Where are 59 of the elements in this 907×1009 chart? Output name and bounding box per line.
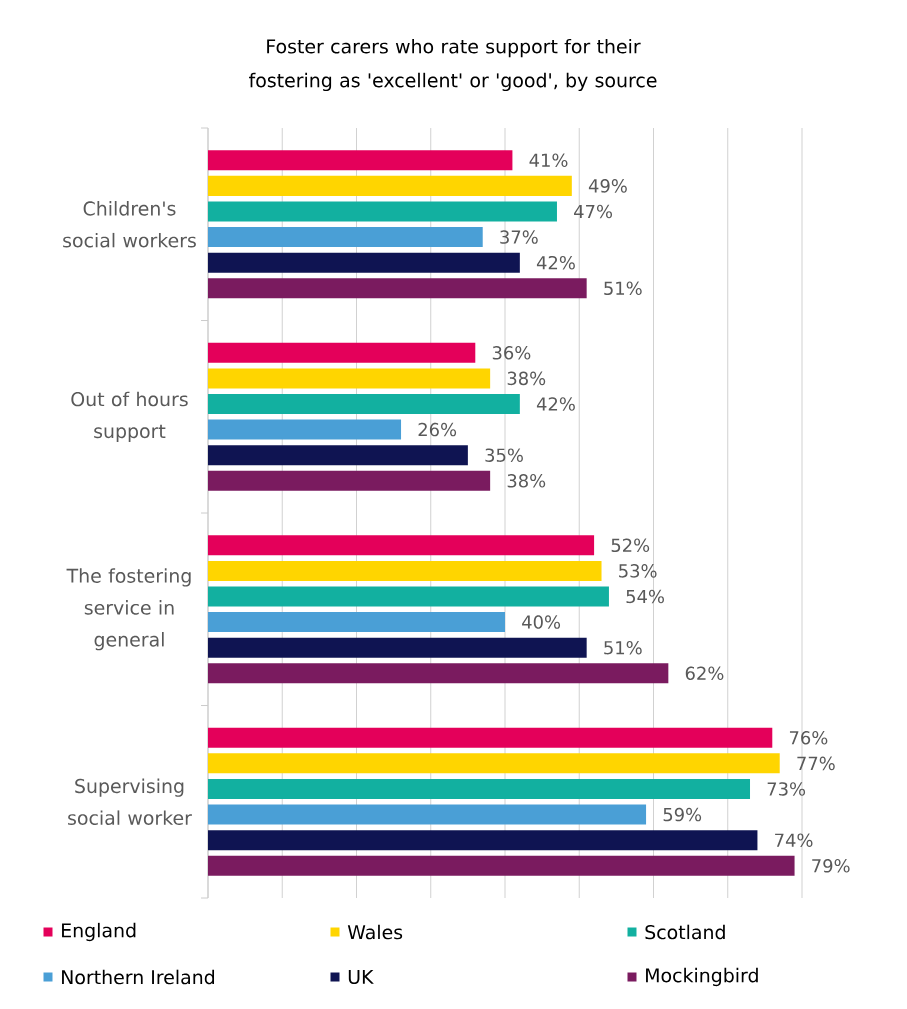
data-label: 51% (604, 640, 642, 655)
y-tick-label: Out of hours support (71, 391, 188, 442)
bar (208, 342, 476, 363)
bar (208, 804, 647, 825)
data-label: 41% (529, 153, 568, 168)
data-label: 38% (507, 371, 546, 386)
bar (208, 470, 491, 491)
data-label: 59% (663, 807, 702, 822)
bar (208, 612, 505, 633)
legend-label: Northern Ireland (62, 969, 215, 985)
legend-label: England (62, 922, 136, 942)
data-label: 35% (485, 448, 523, 462)
bar (208, 727, 773, 748)
data-label: 76% (789, 730, 828, 745)
data-label: 36% (492, 345, 531, 360)
data-label: 51% (604, 281, 642, 296)
data-label: 73% (767, 782, 806, 796)
data-label: 79% (812, 858, 850, 873)
data-label: 54% (626, 589, 664, 604)
data-label: 38% (507, 473, 546, 488)
y-tick-label: Children's social workers (63, 201, 196, 248)
bar (208, 278, 587, 299)
legend-label: Mockingbird (646, 967, 758, 987)
bar (208, 150, 513, 171)
bar (208, 830, 758, 851)
data-label: 53% (619, 564, 657, 578)
bar (208, 663, 669, 684)
bar (208, 393, 520, 414)
data-label: 62% (685, 666, 724, 681)
bar (208, 445, 468, 466)
legend-label: Wales (347, 924, 403, 940)
chart-title: Foster carers who rate support for their fostering as 'excellent' or 'good', by source (249, 38, 657, 92)
bar (208, 637, 587, 658)
bar (208, 586, 609, 607)
legend-label: UK (348, 969, 374, 985)
y-tick-label: Supervising social worker (68, 778, 192, 826)
data-label: 42% (536, 397, 575, 411)
data-label: 37% (500, 230, 538, 244)
data-label: 47% (574, 204, 613, 219)
data-label: 52% (611, 538, 650, 553)
bar (208, 419, 402, 440)
y-tick-label: The fostering service in general (66, 568, 191, 651)
data-label: 49% (588, 179, 627, 193)
data-label: 40% (522, 615, 561, 629)
data-label: 26% (418, 422, 457, 437)
bar (208, 778, 751, 799)
bar (208, 227, 483, 248)
bar (208, 368, 491, 389)
bar (208, 535, 595, 556)
bar (208, 175, 572, 196)
data-label: 42% (536, 255, 575, 270)
bar (208, 560, 602, 581)
data-label: 74% (775, 833, 813, 847)
bar (208, 201, 557, 222)
bar (208, 855, 795, 876)
bar (208, 753, 780, 774)
bar (208, 252, 520, 273)
legend-label: Scotland (645, 924, 725, 940)
data-label: 77% (797, 756, 835, 771)
